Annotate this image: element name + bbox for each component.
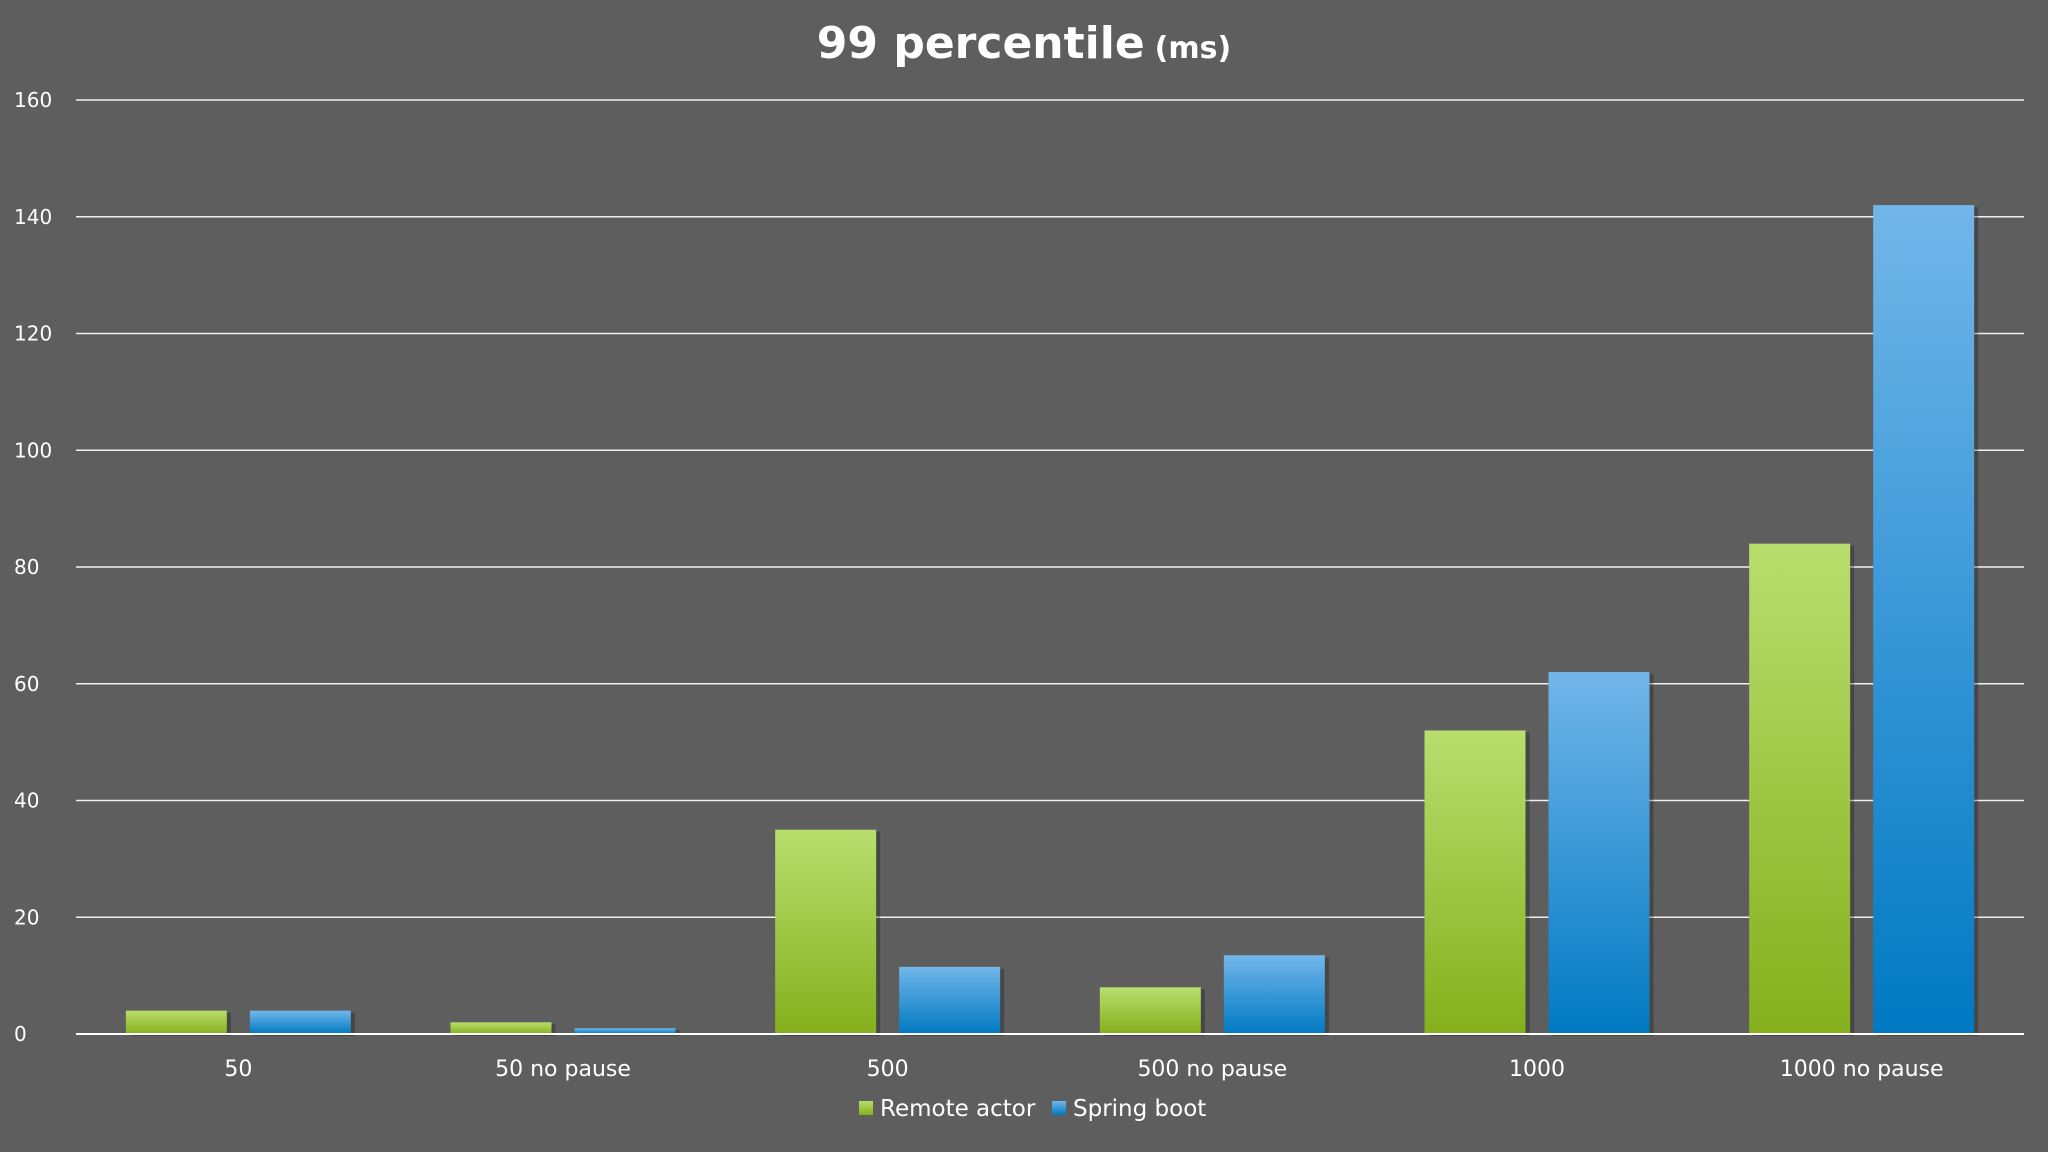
bar-spring-boot-2 <box>899 966 1001 1034</box>
bar-spring-boot-0 <box>249 1010 351 1034</box>
legend-label-remote-actor: Remote actor <box>880 1096 1036 1122</box>
x-axis-categories: 50 50 no pause 500 500 no pause 1000 1000 no … <box>224 1057 1943 1082</box>
x-category-label: 1000 <box>1509 1057 1565 1082</box>
bar-remote-actor-4 <box>1424 730 1526 1034</box>
bars <box>76 205 2024 1036</box>
y-tick-label: 0 <box>14 1022 27 1046</box>
bar-spring-boot-5 <box>1873 205 1975 1034</box>
y-tick-label: 40 <box>14 789 39 813</box>
chart-title-main: 99 percentile <box>817 18 1145 69</box>
y-tick-label: 100 <box>14 438 52 462</box>
legend: Remote actor Spring boot <box>859 1096 1206 1122</box>
y-tick-label: 60 <box>14 672 39 696</box>
bar-spring-boot-4 <box>1548 672 1650 1034</box>
bar-remote-actor-2 <box>775 829 877 1034</box>
y-tick-label: 20 <box>14 905 39 929</box>
bar-remote-actor-3 <box>1099 987 1201 1034</box>
legend-label-spring-boot: Spring boot <box>1073 1096 1206 1122</box>
y-tick-label: 120 <box>14 322 52 346</box>
legend-swatch-remote-actor <box>859 1101 873 1115</box>
x-category-label: 50 <box>224 1057 252 1082</box>
y-axis-ticks: 0 20 40 60 80 100 120 140 160 <box>14 88 52 1046</box>
y-tick-label: 140 <box>14 205 52 229</box>
y-tick-label: 160 <box>14 88 52 112</box>
bar-remote-actor-0 <box>125 1010 227 1034</box>
legend-swatch-spring-boot <box>1052 1101 1066 1115</box>
bar-spring-boot-3 <box>1223 955 1325 1034</box>
gridlines <box>76 99 2024 918</box>
chart-title-units: (ms) <box>1155 31 1232 66</box>
x-category-label: 50 no pause <box>495 1057 631 1082</box>
bar-remote-actor-5 <box>1749 543 1851 1034</box>
x-category-label: 1000 no pause <box>1780 1057 1944 1082</box>
y-tick-label: 80 <box>14 555 39 579</box>
x-category-label: 500 no pause <box>1137 1057 1287 1082</box>
chart-title: 99 percentile (ms) <box>817 18 1231 69</box>
bar-remote-actor-1 <box>450 1022 552 1034</box>
bar-spring-boot-1 <box>574 1028 676 1034</box>
x-category-label: 500 <box>867 1057 909 1082</box>
